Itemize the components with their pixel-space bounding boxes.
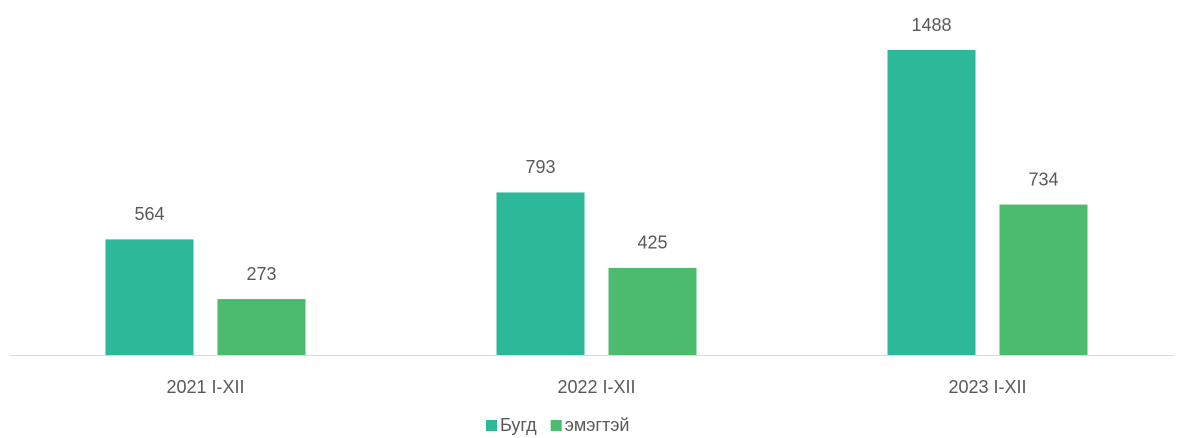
data-label: 273	[246, 264, 276, 284]
bar	[608, 267, 697, 355]
legend-swatch	[550, 420, 562, 431]
bar	[105, 239, 194, 355]
legend-label: Бугд	[500, 415, 537, 435]
data-label: 734	[1028, 169, 1058, 189]
x-tick-label: 2021 I-XII	[166, 377, 244, 397]
x-tick-label: 2022 I-XII	[557, 377, 635, 397]
data-label: 1488	[911, 15, 951, 35]
bar	[496, 192, 585, 355]
legend-swatch	[486, 420, 497, 431]
bar	[217, 299, 306, 355]
bar	[999, 204, 1088, 355]
bar	[887, 50, 976, 355]
x-tick-label: 2023 I-XII	[948, 377, 1026, 397]
legend-label: эмэгтэй	[565, 415, 630, 435]
data-label: 793	[525, 157, 555, 177]
data-label: 425	[637, 233, 667, 253]
data-label: 564	[134, 204, 164, 224]
